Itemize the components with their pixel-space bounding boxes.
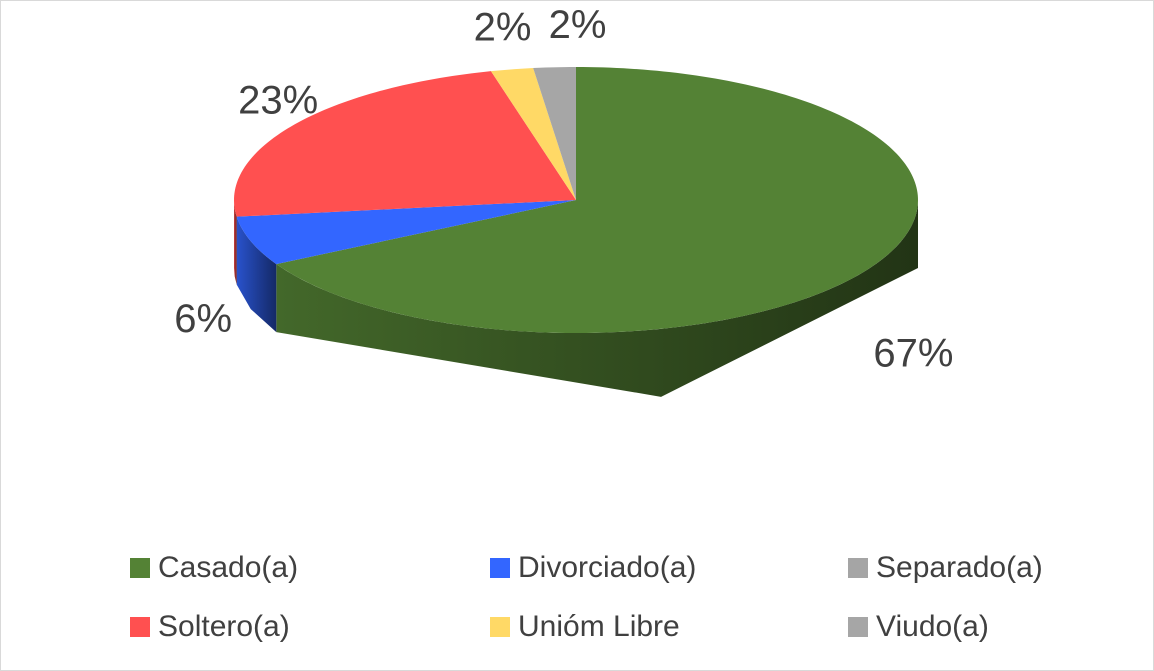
data-label: 6% [174,297,232,341]
slice-top [276,67,918,333]
slice [490,68,576,200]
slice-top [533,67,576,200]
legend-label: Casado(a) [158,551,298,584]
legend-swatch [490,558,510,578]
data-label: 23% [238,78,318,122]
legend-swatch [848,617,868,637]
legend-swatch [130,558,150,578]
legend-label: Soltero(a) [158,610,290,643]
legend-label: Divorciado(a) [518,551,696,584]
slice [533,67,576,200]
legend-swatch [490,617,510,637]
legend-label: Separado(a) [876,551,1043,584]
data-label: 2% [549,3,607,47]
legend-label: Unióm Libre [518,610,680,643]
slice-side [276,200,918,397]
legend-swatch [848,558,868,578]
data-label: 67% [873,332,953,376]
slice-top [234,71,576,217]
slice-side [236,216,277,333]
slice [236,200,576,333]
legend-swatch [130,617,150,637]
slice [234,71,576,285]
legend-label: Viudo(a) [876,610,989,643]
slice-top [236,200,576,265]
slice-top [490,68,576,200]
slice [276,67,918,397]
slice-side [234,200,237,285]
data-label: 2% [474,6,532,50]
